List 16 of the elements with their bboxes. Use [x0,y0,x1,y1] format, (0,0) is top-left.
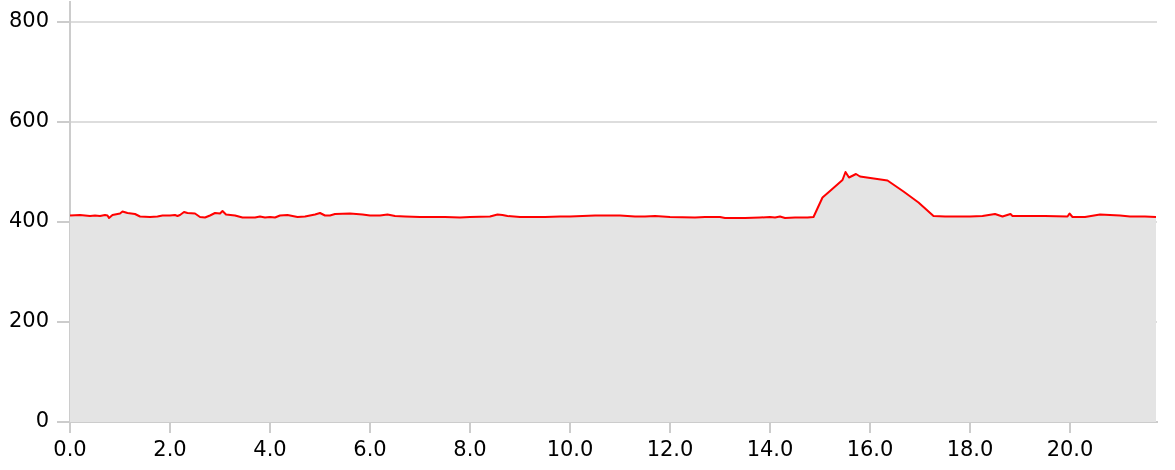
x-tick-label: 8.0 [453,437,487,462]
x-tick-label: 6.0 [353,437,387,462]
y-tick-label: 200 [8,308,49,333]
y-tick-label: 0 [35,408,49,433]
x-tick-label: 20.0 [1046,437,1094,462]
x-tick-label: 0.0 [53,437,87,462]
y-tick-label: 600 [8,108,49,133]
x-tick-label: 12.0 [646,437,694,462]
x-tick-label: 4.0 [253,437,287,462]
x-tick-label: 18.0 [946,437,994,462]
y-tick-label: 400 [8,208,49,233]
x-tick-label: 2.0 [153,437,187,462]
y-tick-label: 800 [8,8,49,33]
x-tick-label: 10.0 [546,437,594,462]
x-tick-label: 14.0 [746,437,794,462]
x-tick-label: 16.0 [846,437,894,462]
